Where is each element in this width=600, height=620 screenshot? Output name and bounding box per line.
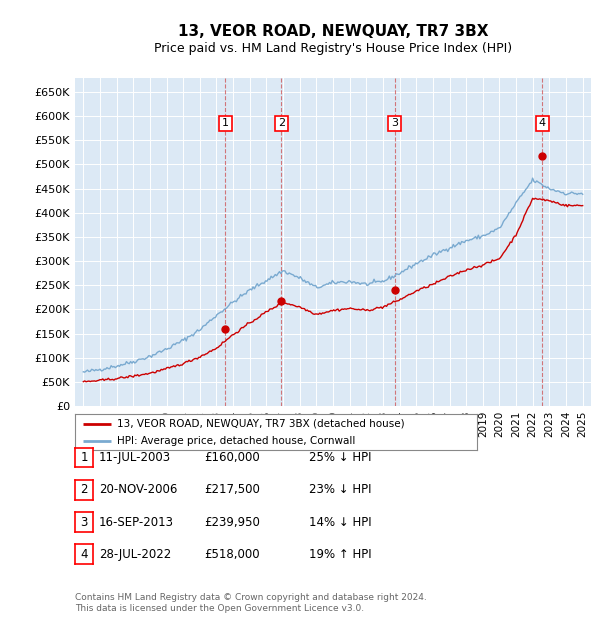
- Text: HPI: Average price, detached house, Cornwall: HPI: Average price, detached house, Corn…: [117, 435, 356, 446]
- Text: 20-NOV-2006: 20-NOV-2006: [99, 484, 178, 496]
- Text: 13, VEOR ROAD, NEWQUAY, TR7 3BX (detached house): 13, VEOR ROAD, NEWQUAY, TR7 3BX (detache…: [117, 418, 405, 428]
- Text: 23% ↓ HPI: 23% ↓ HPI: [309, 484, 371, 496]
- Text: 4: 4: [80, 548, 88, 560]
- Text: 11-JUL-2003: 11-JUL-2003: [99, 451, 171, 464]
- Text: 14% ↓ HPI: 14% ↓ HPI: [309, 516, 371, 528]
- Text: Contains HM Land Registry data © Crown copyright and database right 2024.
This d: Contains HM Land Registry data © Crown c…: [75, 593, 427, 613]
- Text: Price paid vs. HM Land Registry's House Price Index (HPI): Price paid vs. HM Land Registry's House …: [154, 42, 512, 55]
- Text: £239,950: £239,950: [204, 516, 260, 528]
- Text: 1: 1: [80, 451, 88, 464]
- Text: 16-SEP-2013: 16-SEP-2013: [99, 516, 174, 528]
- Text: £217,500: £217,500: [204, 484, 260, 496]
- Text: 13, VEOR ROAD, NEWQUAY, TR7 3BX: 13, VEOR ROAD, NEWQUAY, TR7 3BX: [178, 24, 488, 38]
- Text: £160,000: £160,000: [204, 451, 260, 464]
- Text: 4: 4: [539, 118, 546, 128]
- Text: 1: 1: [222, 118, 229, 128]
- Text: 2: 2: [278, 118, 285, 128]
- Text: £518,000: £518,000: [204, 548, 260, 560]
- Text: 2: 2: [80, 484, 88, 496]
- Text: 19% ↑ HPI: 19% ↑ HPI: [309, 548, 371, 560]
- Text: 28-JUL-2022: 28-JUL-2022: [99, 548, 171, 560]
- Text: 3: 3: [391, 118, 398, 128]
- Text: 25% ↓ HPI: 25% ↓ HPI: [309, 451, 371, 464]
- Text: 3: 3: [80, 516, 88, 528]
